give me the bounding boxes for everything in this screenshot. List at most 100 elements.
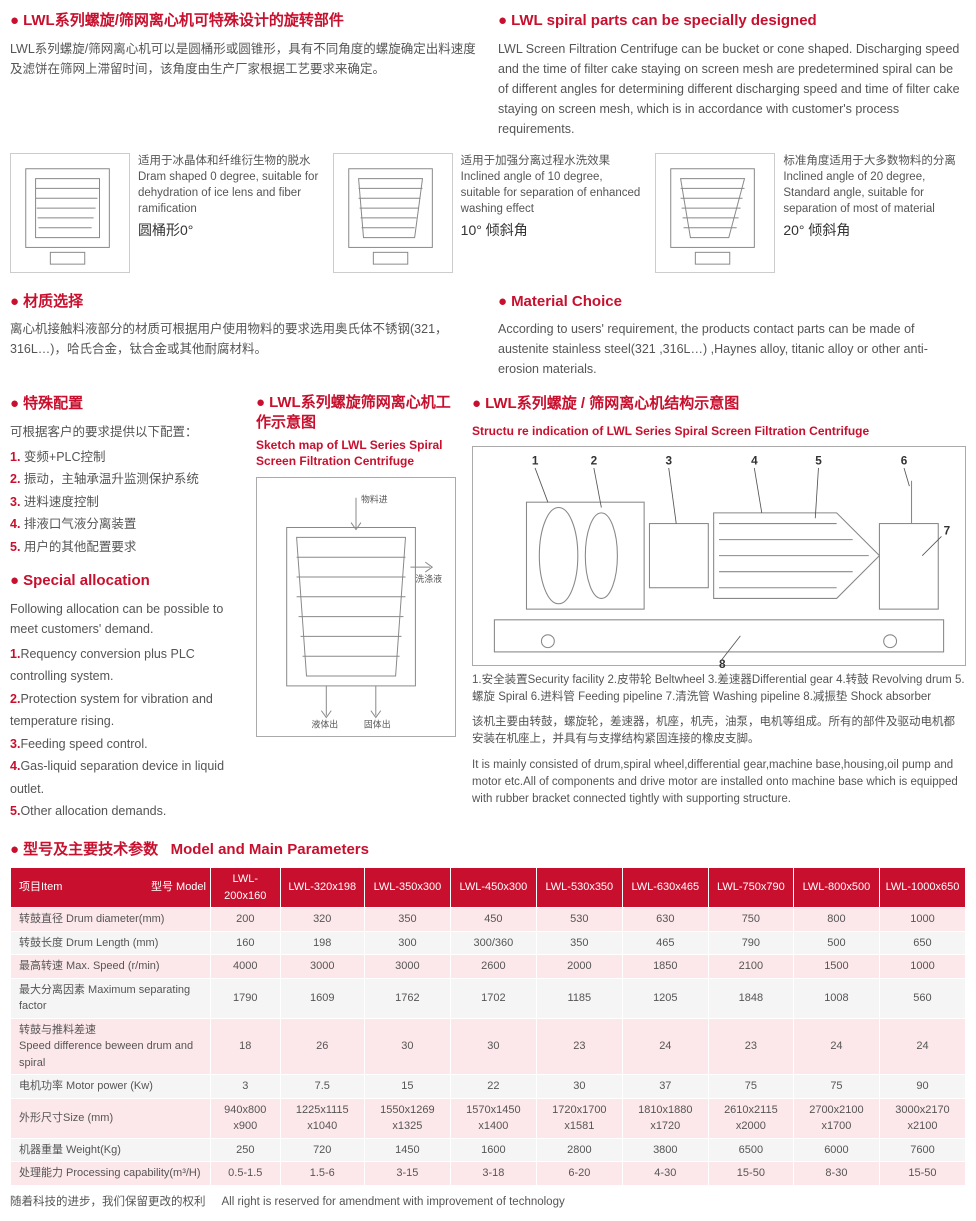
table-row: 转鼓与推料差速 Speed difference beween drum and… bbox=[11, 1018, 966, 1075]
config-en-item-4: 5.Other allocation demands. bbox=[10, 800, 240, 823]
table-row: 电机功率 Motor power (Kw)37.515223037757590 bbox=[11, 1075, 966, 1099]
config-cn-item-1: 2. 振动，主轴承温升监测保护系统 bbox=[10, 468, 240, 491]
cell-1-5: 465 bbox=[622, 931, 708, 955]
config-col: ●特殊配置 可根据客户的要求提供以下配置： 1. 变频+PLC控制2. 振动，主… bbox=[10, 393, 240, 823]
cell-5-0: 3 bbox=[211, 1075, 281, 1099]
cell-6-0: 940x800 x900 bbox=[211, 1098, 281, 1138]
angle-diagram-angle-2: 20° 倾斜角 bbox=[783, 221, 966, 241]
material-en-col: ●Material Choice According to users' req… bbox=[498, 291, 966, 380]
item-model-header: 项目Item 型号 Model bbox=[11, 868, 211, 908]
angle-diagrams-row: 适用于冰晶体和纤维衍生物的脱水 Dram shaped 0 degree, su… bbox=[10, 153, 966, 273]
cell-1-1: 198 bbox=[280, 931, 364, 955]
parameters-table: 项目Item 型号 Model LWL-200x160LWL-320x198LW… bbox=[10, 867, 966, 1186]
cell-4-5: 24 bbox=[622, 1018, 708, 1075]
cell-5-5: 37 bbox=[622, 1075, 708, 1099]
angle-diagram-text-2: 标准角度适用于大多数物料的分离 Inclined angle of 20 deg… bbox=[783, 153, 966, 273]
header-en-title-text: LWL spiral parts can be specially design… bbox=[511, 12, 817, 29]
cell-8-4: 6-20 bbox=[536, 1162, 622, 1186]
cell-5-8: 90 bbox=[879, 1075, 965, 1099]
cell-7-6: 6500 bbox=[708, 1138, 793, 1162]
config-en-list: 1.Requency conversion plus PLC controlli… bbox=[10, 643, 240, 823]
cell-7-3: 1600 bbox=[450, 1138, 536, 1162]
cell-2-7: 1500 bbox=[793, 955, 879, 979]
cell-8-2: 3-15 bbox=[364, 1162, 450, 1186]
cell-3-6: 1848 bbox=[708, 978, 793, 1018]
cell-2-1: 3000 bbox=[280, 955, 364, 979]
cell-0-1: 320 bbox=[280, 908, 364, 932]
cell-4-6: 23 bbox=[708, 1018, 793, 1075]
cell-8-5: 4-30 bbox=[622, 1162, 708, 1186]
header-cn-title: ●LWL系列螺旋/筛网离心机可特殊设计的旋转部件 bbox=[10, 10, 478, 33]
row-label-1: 转鼓长度 Drum Length (mm) bbox=[11, 931, 211, 955]
cell-4-2: 30 bbox=[364, 1018, 450, 1075]
cell-6-1: 1225x1115 x1040 bbox=[280, 1098, 364, 1138]
cell-3-3: 1702 bbox=[450, 978, 536, 1018]
angle-diagram-en-0: Dram shaped 0 degree, suitable for dehyd… bbox=[138, 169, 321, 217]
config-en-title: ●Special allocation bbox=[10, 570, 240, 593]
model-col-5: LWL-630x465 bbox=[622, 868, 708, 908]
angle-diagram-cn-0: 适用于冰晶体和纤维衍生物的脱水 bbox=[138, 153, 321, 169]
angle-diagram-img-1 bbox=[333, 153, 453, 273]
sketch-title-en: Sketch map of LWL Series Spiral Screen F… bbox=[256, 438, 456, 469]
cell-8-6: 15-50 bbox=[708, 1162, 793, 1186]
item-header-text: 项目Item bbox=[19, 881, 62, 893]
structure-title-en: Structu re indication of LWL Series Spir… bbox=[472, 422, 966, 440]
cell-1-2: 300 bbox=[364, 931, 450, 955]
config-cn-item-2: 3. 进料速度控制 bbox=[10, 491, 240, 514]
material-cn-title-text: 材质选择 bbox=[23, 293, 83, 310]
cell-7-2: 1450 bbox=[364, 1138, 450, 1162]
material-en-title: ●Material Choice bbox=[498, 291, 966, 314]
material-en-title-text: Material Choice bbox=[511, 293, 622, 310]
header-en-title: ●LWL spiral parts can be specially desig… bbox=[498, 10, 966, 33]
cell-6-6: 2610x2115 x2000 bbox=[708, 1098, 793, 1138]
cell-3-4: 1185 bbox=[536, 978, 622, 1018]
structure-col: ●LWL系列螺旋 / 筛网离心机结构示意图 Structu re indicat… bbox=[472, 393, 966, 823]
cell-8-0: 0.5-1.5 bbox=[211, 1162, 281, 1186]
cell-6-5: 1810x1880 x1720 bbox=[622, 1098, 708, 1138]
table-body: 转鼓直径 Drum diameter(mm)200320350450530630… bbox=[11, 908, 966, 1186]
cell-1-7: 500 bbox=[793, 931, 879, 955]
angle-diagram-text-1: 适用于加强分离过程水洗效果 Inclined angle of 10 degre… bbox=[461, 153, 644, 273]
angle-diagram-text-0: 适用于冰晶体和纤维衍生物的脱水 Dram shaped 0 degree, su… bbox=[138, 153, 321, 273]
model-header-text: 型号 Model bbox=[151, 879, 206, 896]
cell-6-4: 1720x1700 x1581 bbox=[536, 1098, 622, 1138]
footer-en: All right is reserved for amendment with… bbox=[221, 1196, 564, 1208]
structure-svg: 123 456 78 bbox=[473, 438, 965, 673]
cell-7-8: 7600 bbox=[879, 1138, 965, 1162]
cell-0-8: 1000 bbox=[879, 908, 965, 932]
structure-title-cn-text: LWL系列螺旋 / 筛网离心机结构示意图 bbox=[485, 395, 739, 412]
svg-text:2: 2 bbox=[591, 455, 598, 468]
angle-diagram-2: 标准角度适用于大多数物料的分离 Inclined angle of 20 deg… bbox=[655, 153, 966, 273]
angle-diagram-en-1: Inclined angle of 10 degree, suitable fo… bbox=[461, 169, 644, 217]
cell-4-7: 24 bbox=[793, 1018, 879, 1075]
model-col-4: LWL-530x350 bbox=[536, 868, 622, 908]
cell-7-5: 3800 bbox=[622, 1138, 708, 1162]
row-label-5: 电机功率 Motor power (Kw) bbox=[11, 1075, 211, 1099]
row-label-3: 最大分离因素 Maximum separating factor bbox=[11, 978, 211, 1018]
config-en-title-text: Special allocation bbox=[23, 572, 150, 589]
angle-diagram-1: 适用于加强分离过程水洗效果 Inclined angle of 10 degre… bbox=[333, 153, 644, 273]
model-col-3: LWL-450x300 bbox=[450, 868, 536, 908]
cell-6-7: 2700x2100 x1700 bbox=[793, 1098, 879, 1138]
svg-text:6: 6 bbox=[901, 455, 908, 468]
cell-5-2: 15 bbox=[364, 1075, 450, 1099]
sketch-label-liq: 液体出 bbox=[311, 719, 338, 730]
angle-diagram-angle-1: 10° 倾斜角 bbox=[461, 221, 644, 241]
cell-6-3: 1570x1450 x1400 bbox=[450, 1098, 536, 1138]
top-header-row: ●LWL系列螺旋/筛网离心机可特殊设计的旋转部件 LWL系列螺旋/筛网离心机可以… bbox=[10, 10, 966, 139]
angle-diagram-img-2 bbox=[655, 153, 775, 273]
cell-1-8: 650 bbox=[879, 931, 965, 955]
angle-diagram-cn-1: 适用于加强分离过程水洗效果 bbox=[461, 153, 644, 169]
cell-5-6: 75 bbox=[708, 1075, 793, 1099]
cell-0-7: 800 bbox=[793, 908, 879, 932]
header-cn-col: ●LWL系列螺旋/筛网离心机可特殊设计的旋转部件 LWL系列螺旋/筛网离心机可以… bbox=[10, 10, 478, 139]
model-col-6: LWL-750x790 bbox=[708, 868, 793, 908]
cell-2-4: 2000 bbox=[536, 955, 622, 979]
cell-4-4: 23 bbox=[536, 1018, 622, 1075]
sketch-label-solid: 固体出 bbox=[364, 719, 391, 730]
footer-cn: 随着科技的进步，我们保留更改的权利 bbox=[10, 1196, 206, 1208]
cell-7-4: 2800 bbox=[536, 1138, 622, 1162]
structure-diagram: 123 456 78 bbox=[472, 446, 966, 666]
config-en-intro: Following allocation can be possible to … bbox=[10, 599, 240, 639]
config-cn-item-3: 4. 排液口气液分离装置 bbox=[10, 513, 240, 536]
